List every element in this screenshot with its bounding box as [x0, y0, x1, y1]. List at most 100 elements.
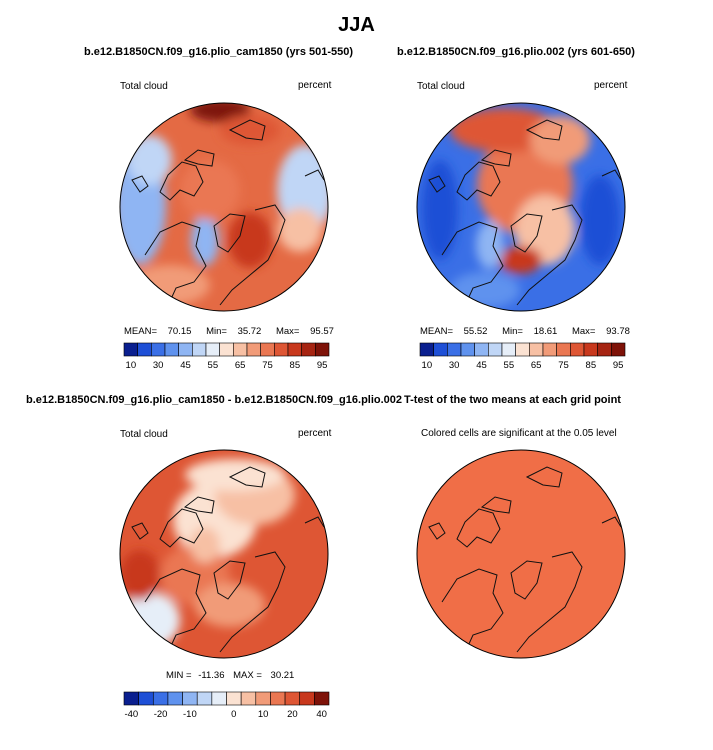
panel3-max: 30.21 [270, 670, 295, 681]
panel1-max: 95.57 [310, 326, 334, 337]
panel3-colorbar-swatch [123, 691, 139, 706]
panel2-stats: MEAN= 55.52 Min= 18.61 Max= 93.78 [420, 326, 630, 337]
panel3-colorbar-swatch [299, 691, 315, 706]
panel3-colorbar-tick-label: 0 [231, 709, 236, 720]
panel2-colorbar-swatch [515, 342, 530, 357]
panel3-colorbar-swatch [240, 691, 257, 706]
panel2-colorbar-swatch [570, 342, 585, 357]
panel3-max-label: MAX = [233, 670, 262, 681]
panel1-map-border [119, 102, 329, 312]
panel4-title: T-test of the two means at each grid poi… [404, 394, 621, 406]
panel2-colorbar-swatch [556, 342, 571, 357]
panel2-colorbar-tick-label: 45 [476, 360, 487, 371]
panel1-colorbar: 10 30 45 55 65 75 85 95 [123, 342, 330, 371]
panel3-colorbar-swatch [152, 691, 169, 706]
panel1-mean: 70.15 [167, 326, 192, 337]
panel1-colorbar-swatch [123, 342, 138, 357]
panel2-colorbar-swatch [488, 342, 503, 357]
panel1-mean-label: MEAN= [124, 326, 157, 337]
panel2-colorbar-swatch [583, 342, 598, 357]
panel2-colorbar-swatch [597, 342, 612, 357]
panel1-min: 35.72 [237, 326, 262, 337]
panel4-coastlines [428, 466, 622, 658]
panel3-colorbar-swatch [284, 691, 301, 706]
panel3-colorbar-swatch [226, 691, 242, 706]
panel2-max-label: Max= [571, 326, 596, 337]
panel2-max: 93.78 [606, 326, 630, 337]
panel1-colorbar-tick-label: 95 [317, 360, 328, 371]
panel3-coastlines [131, 466, 325, 658]
panel3-colorbar-tick-label: 40 [316, 709, 327, 720]
panel1-colorbar-tick-label: 65 [235, 360, 246, 371]
panel1-colorbar-swatch [301, 342, 316, 357]
panel1-colorbar-tick-label: 30 [153, 360, 164, 371]
panel3-colorbar-swatch [211, 691, 227, 706]
panel1-coastlines [131, 119, 325, 311]
panel3-colorbar-tick-label: 20 [287, 709, 298, 720]
panel3-colorbar-swatch [182, 691, 198, 706]
panel3-colorbar-tick-label: 10 [258, 709, 269, 720]
panel1-colorbar-tick-label: 45 [180, 360, 191, 371]
panel1-colorbar-tick-label: 85 [290, 360, 301, 371]
panel1-colorbar-swatch [274, 342, 289, 357]
panel1-right-label: percent [298, 80, 332, 91]
panel1-colorbar-tick-label: 10 [126, 360, 137, 371]
panel2-mean: 55.52 [463, 326, 488, 337]
panel4-significance-fill [417, 450, 625, 658]
panel3-right-label: percent [298, 428, 332, 439]
panel3-map [119, 449, 329, 659]
panel3-colorbar-swatch [255, 691, 271, 706]
panel3-left-label: Total cloud [120, 429, 168, 440]
panel3-colorbar-tick-label: -40 [124, 709, 138, 720]
panel2-colorbar-tick-label: 75 [558, 360, 569, 371]
panel2-colorbar-swatch [542, 342, 557, 357]
panel2-colorbar-swatch [474, 342, 489, 357]
panel1-colorbar-tick-label: 75 [262, 360, 273, 371]
panel2-colorbar-tick-label: 10 [422, 360, 433, 371]
panel1-colorbar-swatch [233, 342, 248, 357]
panel2-colorbar-tick-label: 30 [449, 360, 460, 371]
panel1-stats: MEAN= 70.15 Min= 35.72 Max= 95.57 [124, 326, 334, 337]
panel3-colorbar-swatch [196, 691, 213, 706]
panel2-colorbar-swatch [529, 342, 544, 357]
figure-title: JJA [338, 14, 375, 36]
panel1-title: b.e12.B1850CN.f09_g16.plio_cam1850 (yrs … [84, 46, 354, 58]
panel1-colorbar-swatch [164, 342, 179, 357]
panel2-right-label: percent [594, 80, 628, 91]
panel1-colorbar-swatch [246, 342, 261, 357]
panel2-colorbar: 10 30 45 55 65 75 85 95 [419, 342, 626, 371]
panel3-min-label: MIN = [166, 670, 192, 681]
panel3-colorbar-swatch [314, 691, 330, 706]
panel1-colorbar-swatch [192, 342, 207, 357]
panel2-min-label: Min= [502, 326, 523, 337]
panel2-coastlines [428, 119, 622, 311]
panel2-map [416, 102, 626, 312]
panel2-colorbar-tick-label: 65 [531, 360, 542, 371]
panel2-colorbar-swatch [611, 342, 626, 357]
panel2-colorbar-swatch [460, 342, 475, 357]
panel3-field-patches [120, 459, 295, 648]
panel2-colorbar-tick-label: 55 [504, 360, 515, 371]
panel1-colorbar-swatch [315, 342, 330, 357]
panel3-min: -11.36 [198, 670, 225, 681]
panel1-colorbar-swatch [219, 342, 234, 357]
panel3-stats: MIN = -11.36 MAX = 30.21 [166, 670, 294, 681]
panel3-colorbar-swatch [138, 691, 154, 706]
panel2-colorbar-swatch [433, 342, 448, 357]
panel4-map-border [416, 449, 626, 659]
panel2-colorbar-swatch [447, 342, 462, 357]
panel4-subtitle: Colored cells are significant at the 0.0… [421, 428, 617, 439]
panel1-map [119, 102, 329, 312]
panel1-colorbar-swatch [287, 342, 302, 357]
panel3-colorbar-tick-label: -10 [183, 709, 197, 720]
panel3-colorbar-swatch [167, 691, 183, 706]
panel3-colorbar-swatch [270, 691, 286, 706]
panel1-colorbar-swatch [260, 342, 275, 357]
panel1-left-label: Total cloud [120, 81, 168, 92]
panel2-mean-label: MEAN= [420, 326, 453, 337]
panel3-map-border [119, 449, 329, 659]
panel2-title: b.e12.B1850CN.f09_g16.plio.002 (yrs 601-… [397, 46, 635, 58]
panel2-min: 18.61 [533, 326, 558, 337]
panel1-colorbar-swatch [137, 342, 152, 357]
